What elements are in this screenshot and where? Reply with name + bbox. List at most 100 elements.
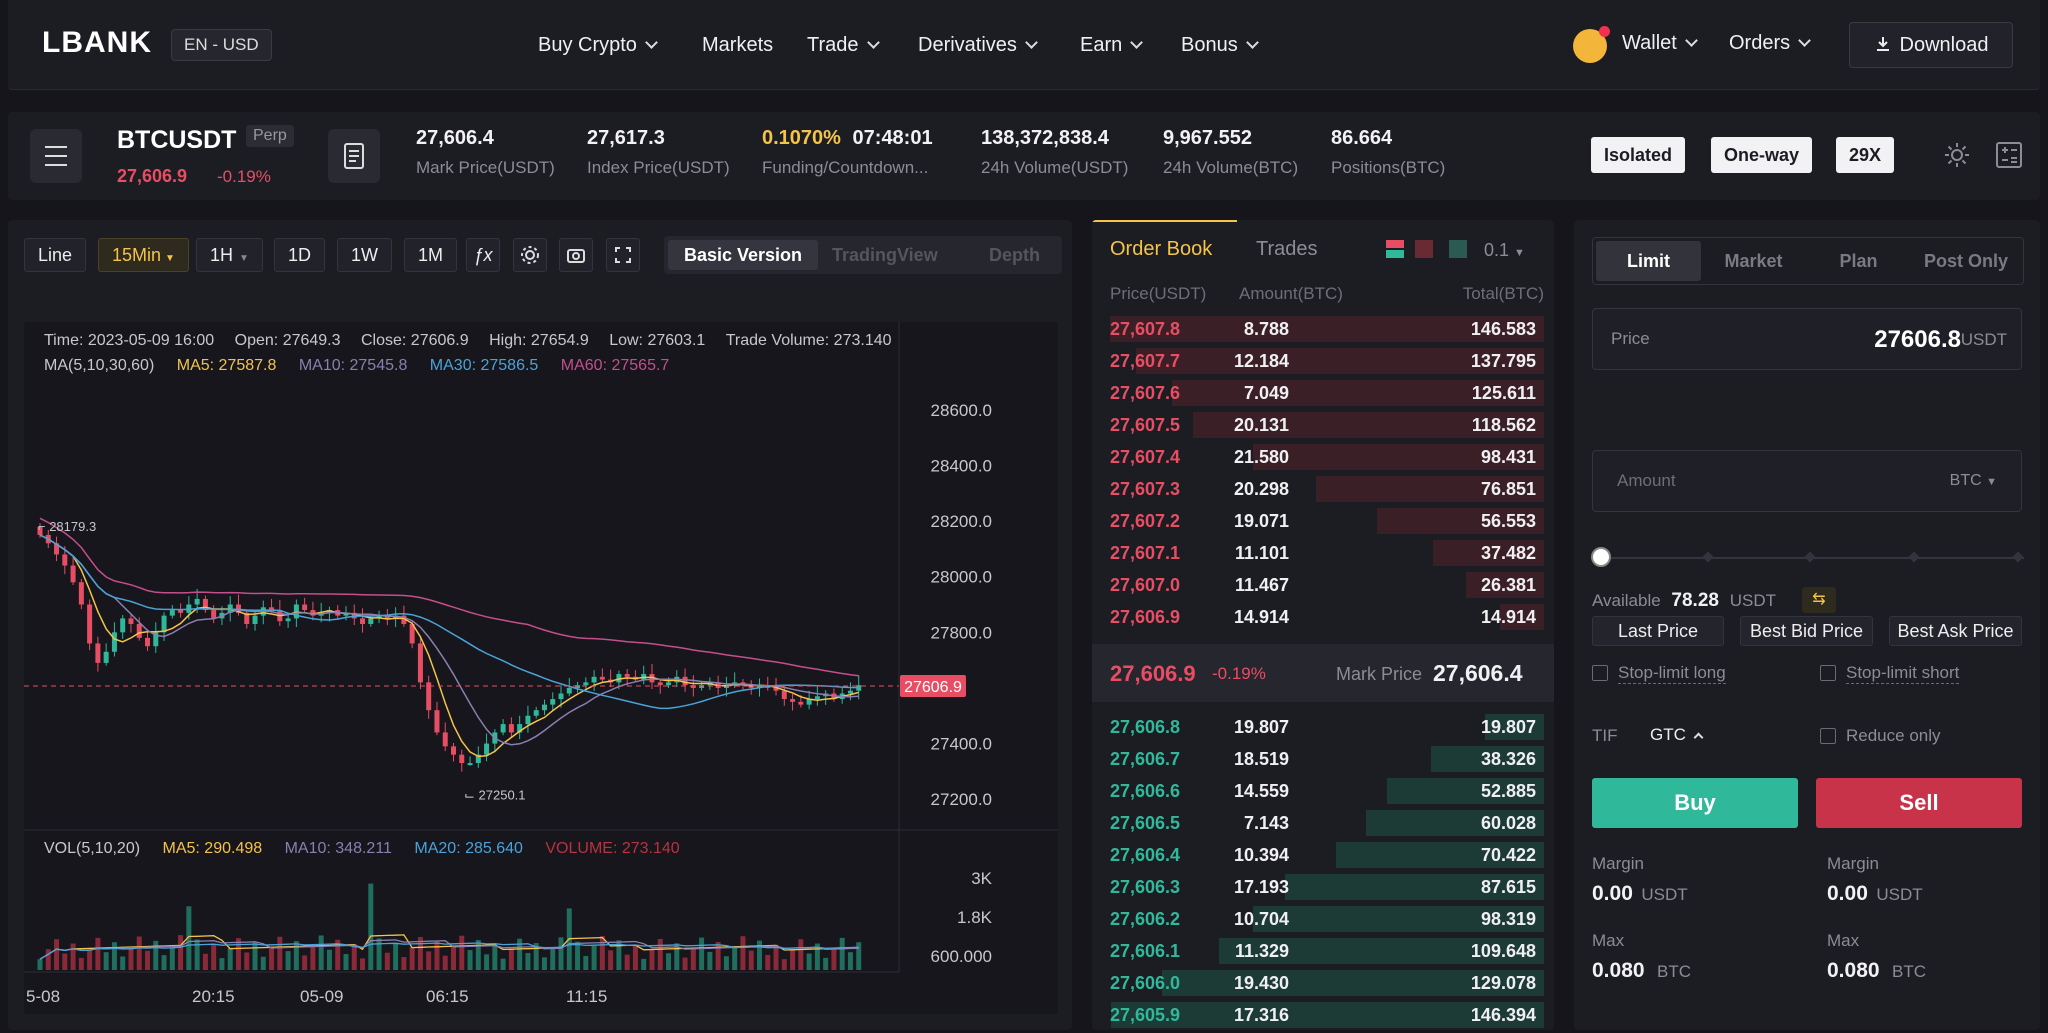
- slider-step-100[interactable]: [2012, 551, 2024, 563]
- wallet-menu[interactable]: Wallet: [1622, 32, 1698, 55]
- bid-row[interactable]: 27,606.1 11.329 109.648: [1110, 936, 1544, 966]
- nav-trade[interactable]: Trade: [807, 34, 880, 57]
- bid-row[interactable]: 27,606.3 17.193 87.615: [1110, 872, 1544, 902]
- symbol-name[interactable]: BTCUSDT: [117, 126, 237, 154]
- tab-depth[interactable]: Depth: [989, 245, 1040, 265]
- amount-input[interactable]: Amount BTC ▼: [1592, 450, 2022, 512]
- reduce-only-label[interactable]: Reduce only: [1846, 726, 1941, 745]
- bid-row[interactable]: 27,606.6 14.559 52.885: [1110, 776, 1544, 806]
- tif-selector[interactable]: GTC: [1650, 725, 1704, 745]
- best-ask-button[interactable]: Best Ask Price: [1889, 616, 2022, 646]
- timeframe-1h[interactable]: 1H ▼: [196, 238, 263, 272]
- last-price-button[interactable]: Last Price: [1592, 616, 1724, 646]
- tab-tradingview[interactable]: TradingView: [832, 245, 938, 265]
- position-mode-oneway[interactable]: One-way: [1711, 137, 1813, 173]
- nav-earn[interactable]: Earn: [1080, 34, 1144, 57]
- margin-sell: Margin 0.00 USDT: [1827, 854, 1923, 906]
- stop-limit-short-checkbox[interactable]: [1820, 665, 1836, 681]
- candle-body: [103, 651, 109, 663]
- nav-markets[interactable]: Markets: [702, 34, 773, 57]
- bid-row[interactable]: 27,606.7 18.519 38.326: [1110, 744, 1544, 774]
- buy-button[interactable]: Buy: [1592, 778, 1798, 828]
- volume-bar: [517, 938, 523, 970]
- nav-buy-crypto[interactable]: Buy Crypto: [538, 34, 658, 57]
- candle-body: [111, 632, 117, 652]
- reduce-only-checkbox[interactable]: [1820, 728, 1836, 744]
- tab-post-only[interactable]: Post Only: [1923, 251, 2008, 271]
- bid-row[interactable]: 27,606.2 10.704 98.319: [1110, 904, 1544, 934]
- ask-row[interactable]: 27,607.7 12.184 137.795: [1110, 346, 1544, 376]
- ask-row[interactable]: 27,607.0 11.467 26.381: [1110, 570, 1544, 600]
- download-button[interactable]: Download: [1849, 22, 2013, 68]
- kline-chart[interactable]: 28600.0 28400.0 28200.0 28000.0 27800.0 27400…: [24, 322, 1058, 1014]
- ask-price: 27,607.7: [1110, 351, 1181, 371]
- chart-settings-icon[interactable]: [513, 238, 547, 272]
- timeframe-line[interactable]: Line: [24, 238, 87, 272]
- fullscreen-icon[interactable]: [606, 238, 640, 272]
- slider-step-25[interactable]: [1702, 551, 1714, 563]
- tab-limit[interactable]: Limit: [1596, 241, 1701, 281]
- price-input[interactable]: Price 27606.8 USDT: [1592, 308, 2022, 370]
- y-tick-label: 28000.0: [931, 568, 992, 587]
- book-view-bids-icon[interactable]: [1449, 240, 1467, 258]
- volume-bar: [500, 958, 506, 970]
- amount-unit-selector[interactable]: BTC ▼: [1950, 472, 1997, 490]
- sell-button[interactable]: Sell: [1816, 778, 2022, 828]
- amount-slider-handle[interactable]: [1591, 547, 1611, 567]
- ask-row[interactable]: 27,607.5 20.131 118.562: [1110, 410, 1544, 440]
- col-total: Total(BTC): [1462, 284, 1544, 303]
- tab-plan[interactable]: Plan: [1839, 251, 1878, 271]
- stop-limit-short-label[interactable]: Stop-limit short: [1846, 663, 1960, 684]
- indicator-fx-icon[interactable]: ƒx: [466, 238, 500, 272]
- volume-bar: [508, 948, 514, 970]
- timeframe-15min[interactable]: 15Min ▼: [98, 238, 189, 272]
- tab-basic-version[interactable]: Basic Version: [668, 240, 818, 270]
- slider-step-50[interactable]: [1804, 551, 1816, 563]
- ask-row[interactable]: 27,607.2 19.071 56.553: [1110, 506, 1544, 536]
- transfer-icon[interactable]: ⇆: [1802, 587, 1836, 613]
- camera-icon[interactable]: [559, 238, 593, 272]
- volume-bar: [78, 957, 84, 970]
- stop-limit-long-checkbox[interactable]: [1592, 665, 1608, 681]
- book-view-both-icon[interactable]: [1386, 240, 1404, 258]
- ask-row[interactable]: 27,607.8 8.788 146.583: [1110, 314, 1544, 344]
- ask-row[interactable]: 27,607.1 11.101 37.482: [1110, 538, 1544, 568]
- calculator-icon[interactable]: [1994, 140, 2024, 170]
- slider-step-75[interactable]: [1908, 551, 1920, 563]
- bid-row[interactable]: 27,606.5 7.143 60.028: [1110, 808, 1544, 838]
- avatar[interactable]: [1573, 26, 1610, 63]
- stat-value: 86.664: [1331, 127, 1393, 149]
- contract-info-icon[interactable]: [328, 129, 380, 183]
- lbank-logo[interactable]: LBANK: [42, 26, 152, 59]
- ask-row[interactable]: 27,606.9 14.914 14.914: [1110, 602, 1544, 632]
- bid-row[interactable]: 27,606.0 19.430 129.078: [1110, 968, 1544, 998]
- ask-row[interactable]: 27,607.3 20.298 76.851: [1110, 474, 1544, 504]
- ask-row[interactable]: 27,607.4 21.580 98.431: [1110, 442, 1544, 472]
- y-tick-label: 28600.0: [931, 401, 992, 420]
- bid-row[interactable]: 27,605.9 17.316 146.394: [1110, 1000, 1544, 1030]
- book-view-asks-icon[interactable]: [1415, 240, 1433, 258]
- stop-limit-long-label[interactable]: Stop-limit long: [1618, 663, 1726, 684]
- timeframe-1w[interactable]: 1W: [337, 238, 392, 272]
- timeframe-1d[interactable]: 1D: [274, 238, 326, 272]
- ask-amount: 19.071: [1233, 511, 1289, 531]
- nav-bonus[interactable]: Bonus: [1181, 34, 1259, 57]
- candle-body: [360, 618, 366, 624]
- bid-row[interactable]: 27,606.4 10.394 70.422: [1110, 840, 1544, 870]
- volume-bar: [740, 936, 746, 970]
- best-bid-button[interactable]: Best Bid Price: [1740, 616, 1873, 646]
- precision-selector[interactable]: 0.1 ▼: [1484, 240, 1525, 261]
- timeframe-1m[interactable]: 1M: [404, 238, 458, 272]
- margin-mode-isolated[interactable]: Isolated: [1591, 137, 1686, 173]
- orders-menu[interactable]: Orders: [1729, 32, 1811, 55]
- tab-trades[interactable]: Trades: [1256, 238, 1318, 260]
- menu-icon[interactable]: [30, 129, 82, 183]
- leverage-button[interactable]: 29X: [1836, 137, 1895, 173]
- language-currency-selector[interactable]: EN - USD: [171, 29, 272, 61]
- tab-order-book[interactable]: Order Book: [1110, 238, 1213, 260]
- bid-row[interactable]: 27,606.8 19.807 19.807: [1110, 712, 1544, 742]
- ask-row[interactable]: 27,607.6 7.049 125.611: [1110, 378, 1544, 408]
- tab-market[interactable]: Market: [1724, 251, 1783, 271]
- settings-gear-icon[interactable]: [1942, 140, 1972, 170]
- nav-derivatives[interactable]: Derivatives: [918, 34, 1038, 57]
